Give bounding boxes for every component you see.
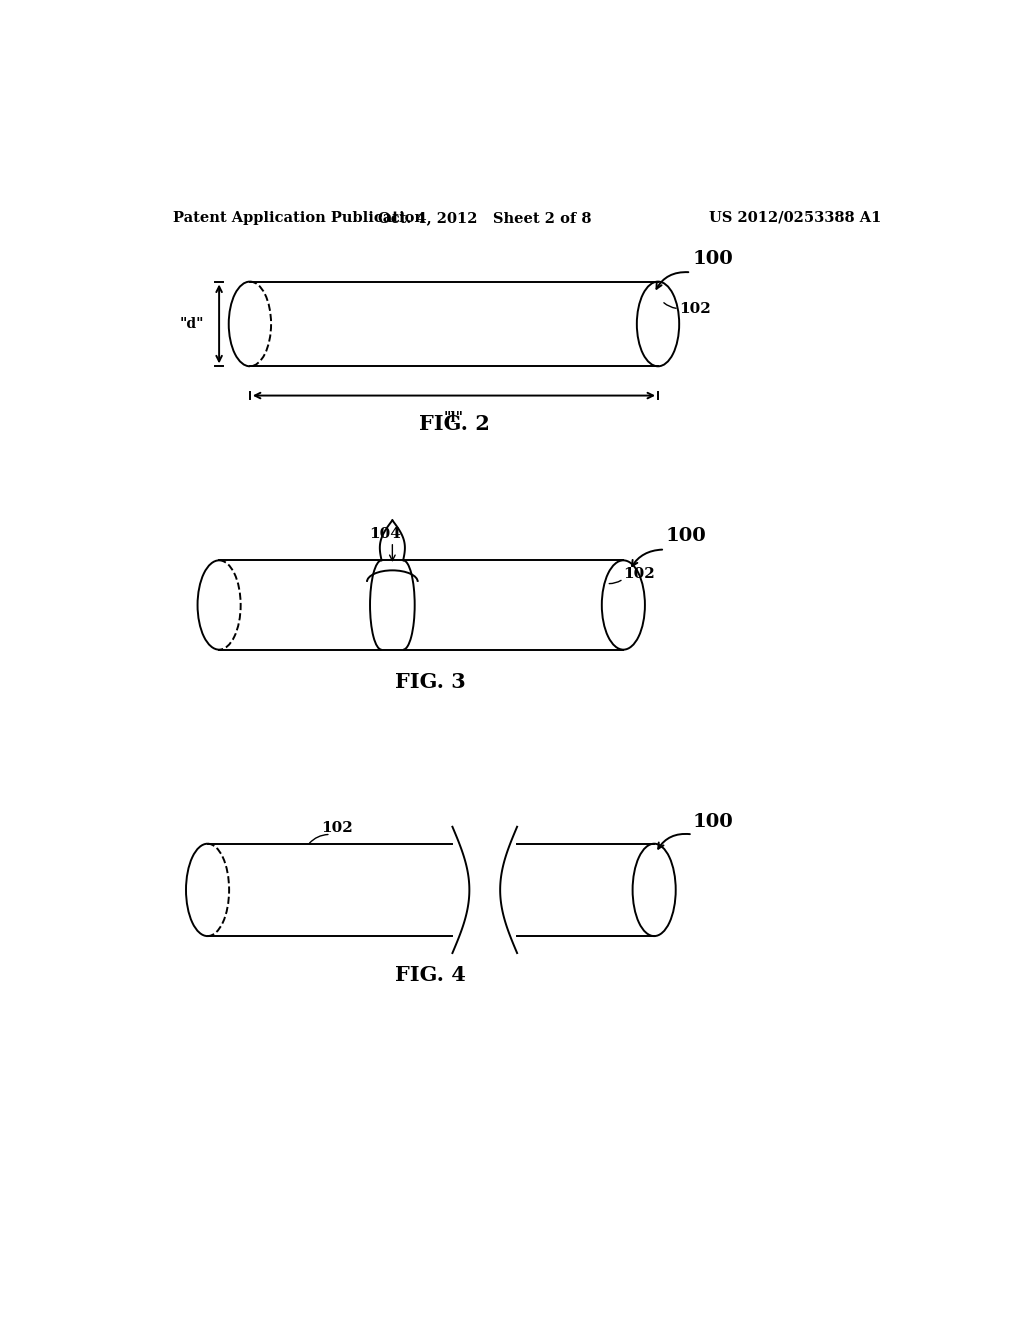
Text: FIG. 4: FIG. 4 bbox=[395, 965, 466, 985]
Text: 104: 104 bbox=[369, 527, 400, 541]
Text: 100: 100 bbox=[692, 249, 733, 268]
Text: 102: 102 bbox=[679, 301, 711, 315]
Text: Patent Application Publication: Patent Application Publication bbox=[173, 211, 425, 224]
Text: "l": "l" bbox=[444, 411, 464, 425]
Text: 102: 102 bbox=[322, 821, 353, 836]
Text: 100: 100 bbox=[692, 813, 733, 832]
Text: FIG. 3: FIG. 3 bbox=[395, 672, 466, 692]
Text: 100: 100 bbox=[666, 527, 707, 545]
Text: "d": "d" bbox=[179, 317, 204, 331]
Text: FIG. 2: FIG. 2 bbox=[419, 414, 489, 434]
Text: US 2012/0253388 A1: US 2012/0253388 A1 bbox=[709, 211, 882, 224]
Text: Oct. 4, 2012   Sheet 2 of 8: Oct. 4, 2012 Sheet 2 of 8 bbox=[378, 211, 592, 224]
Text: 102: 102 bbox=[624, 568, 655, 581]
